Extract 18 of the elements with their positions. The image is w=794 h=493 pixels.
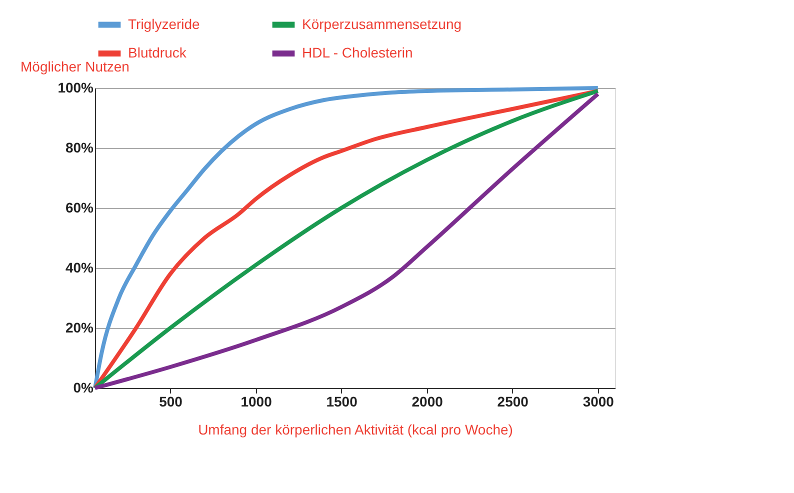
x-tick-label: 3000 [582, 394, 614, 410]
x-axis-title: Umfang der körperlichen Aktivität (kcal pro Woche) [198, 422, 513, 438]
y-tick-label: 80% [65, 140, 94, 156]
x-tick-label: 2500 [497, 394, 529, 410]
x-tick-label: 500 [159, 394, 183, 410]
y-axis-title: Möglicher Nutzen [20, 58, 130, 74]
y-tick-label: 100% [58, 80, 94, 96]
x-tick-label: 2000 [412, 394, 444, 410]
legend-label: Körperzusammensetzung [302, 16, 462, 32]
x-tick-label: 1000 [240, 394, 272, 410]
y-tick-label: 0% [73, 380, 94, 396]
y-tick-label: 60% [65, 200, 94, 216]
x-tick-label: 1500 [326, 394, 358, 410]
y-tick-label: 40% [65, 260, 94, 276]
legend-label: Triglyzeride [128, 16, 200, 32]
legend-label: HDL - Cholesterin [302, 44, 413, 60]
legend-label: Blutdruck [128, 44, 188, 60]
y-tick-label: 20% [65, 320, 94, 336]
